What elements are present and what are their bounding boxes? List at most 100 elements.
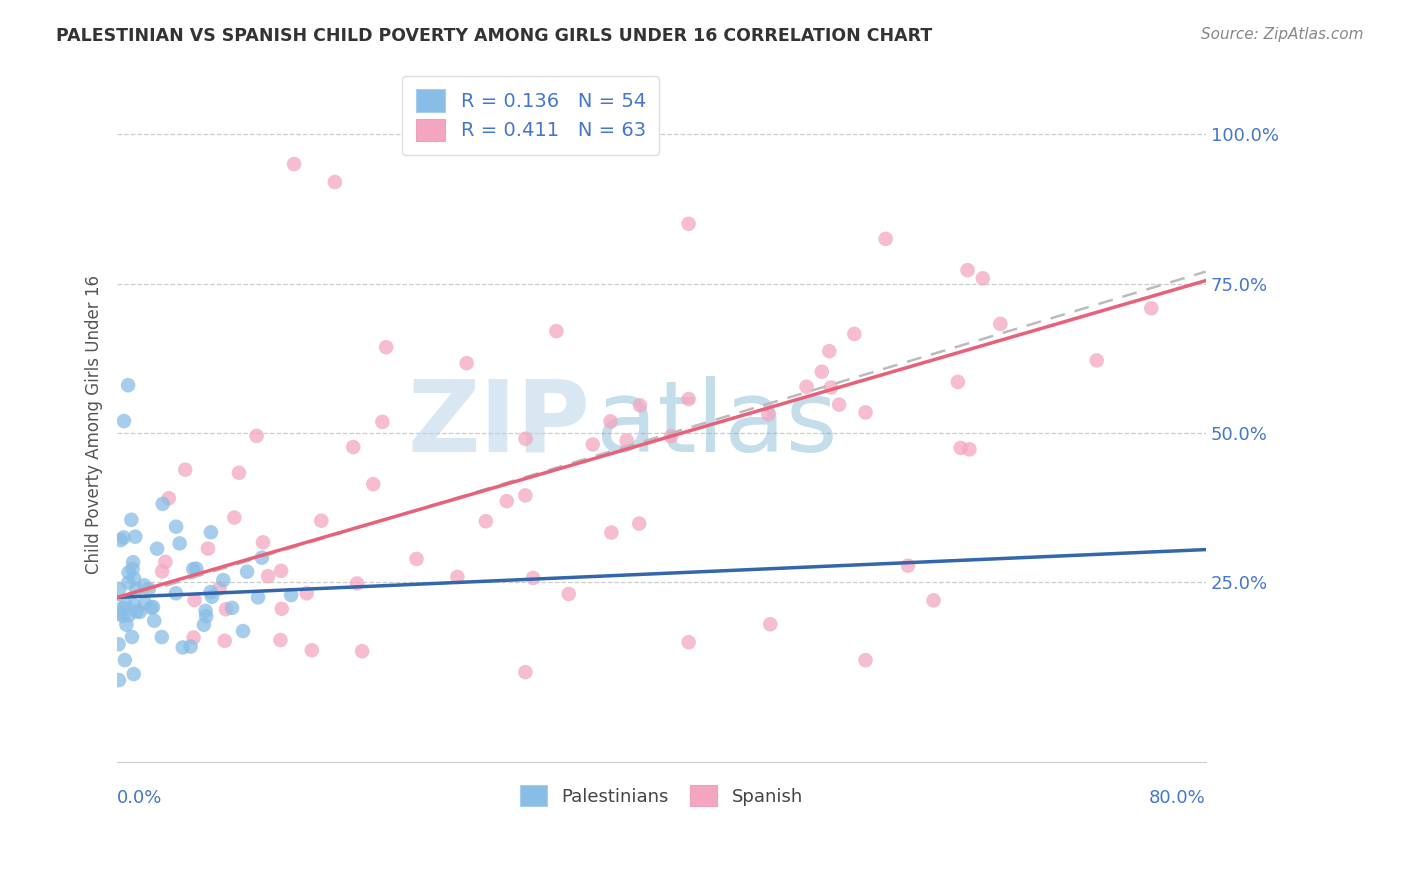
Point	[475, 514, 498, 528]
Point	[228, 466, 250, 480]
Point	[172, 640, 194, 655]
Point	[295, 586, 318, 600]
Point	[236, 565, 259, 579]
Point	[1140, 301, 1163, 316]
Point	[214, 633, 236, 648]
Point	[112, 531, 135, 545]
Point	[165, 519, 187, 533]
Point	[628, 516, 651, 531]
Point	[112, 414, 135, 428]
Point	[522, 571, 544, 585]
Point	[250, 550, 273, 565]
Point	[124, 530, 146, 544]
Point	[114, 653, 136, 667]
Point	[949, 441, 972, 455]
Point	[323, 175, 346, 189]
Point	[756, 407, 779, 421]
Point	[122, 572, 145, 586]
Point	[247, 591, 270, 605]
Point	[115, 617, 138, 632]
Text: ZIP: ZIP	[408, 376, 591, 473]
Point	[252, 535, 274, 549]
Point	[616, 434, 638, 448]
Point	[283, 157, 305, 171]
Point	[121, 630, 143, 644]
Point	[150, 565, 173, 579]
Point	[111, 601, 134, 615]
Point	[678, 392, 700, 406]
Point	[108, 582, 131, 596]
Point	[108, 673, 131, 687]
Point	[122, 667, 145, 681]
Point	[405, 552, 427, 566]
Point	[301, 643, 323, 657]
Point	[582, 437, 605, 451]
Point	[371, 415, 394, 429]
Point	[375, 340, 398, 354]
Point	[194, 604, 217, 618]
Point	[855, 653, 877, 667]
Point	[141, 600, 163, 615]
Point	[155, 555, 177, 569]
Point	[110, 533, 132, 547]
Point	[820, 380, 842, 394]
Point	[169, 536, 191, 550]
Point	[117, 566, 139, 580]
Y-axis label: Child Poverty Among Girls Under 16: Child Poverty Among Girls Under 16	[86, 275, 103, 574]
Point	[165, 586, 187, 600]
Point	[122, 598, 145, 612]
Text: PALESTINIAN VS SPANISH CHILD POVERTY AMONG GIRLS UNDER 16 CORRELATION CHART: PALESTINIAN VS SPANISH CHILD POVERTY AMO…	[56, 27, 932, 45]
Point	[180, 640, 202, 654]
Point	[972, 271, 994, 285]
Point	[456, 356, 478, 370]
Point	[212, 573, 235, 587]
Point	[897, 558, 920, 573]
Point	[628, 398, 651, 412]
Point	[270, 602, 292, 616]
Text: Source: ZipAtlas.com: Source: ZipAtlas.com	[1201, 27, 1364, 42]
Point	[134, 578, 156, 592]
Point	[174, 462, 197, 476]
Point	[157, 491, 180, 506]
Point	[125, 604, 148, 618]
Point	[117, 575, 139, 590]
Point	[796, 380, 818, 394]
Point	[117, 378, 139, 392]
Point	[208, 582, 231, 596]
Legend: Palestinians, Spanish: Palestinians, Spanish	[513, 778, 810, 814]
Point	[122, 555, 145, 569]
Point	[138, 582, 160, 596]
Point	[546, 324, 568, 338]
Point	[118, 608, 141, 623]
Point	[221, 600, 243, 615]
Point	[108, 607, 131, 621]
Point	[495, 494, 517, 508]
Point	[183, 631, 205, 645]
Point	[759, 617, 782, 632]
Text: atlas: atlas	[596, 376, 838, 473]
Point	[346, 576, 368, 591]
Point	[195, 609, 218, 624]
Point	[828, 398, 851, 412]
Point	[246, 429, 269, 443]
Point	[232, 624, 254, 638]
Point	[257, 569, 280, 583]
Point	[197, 541, 219, 556]
Point	[107, 637, 129, 651]
Point	[515, 665, 537, 679]
Point	[990, 317, 1012, 331]
Point	[515, 488, 537, 502]
Point	[181, 562, 204, 576]
Point	[120, 513, 142, 527]
Point	[557, 587, 579, 601]
Point	[134, 596, 156, 610]
Point	[659, 429, 682, 443]
Point	[957, 442, 980, 457]
Point	[146, 541, 169, 556]
Point	[678, 635, 700, 649]
Point	[200, 525, 222, 540]
Point	[946, 375, 969, 389]
Point	[269, 633, 291, 648]
Point	[361, 477, 384, 491]
Point	[1085, 353, 1108, 368]
